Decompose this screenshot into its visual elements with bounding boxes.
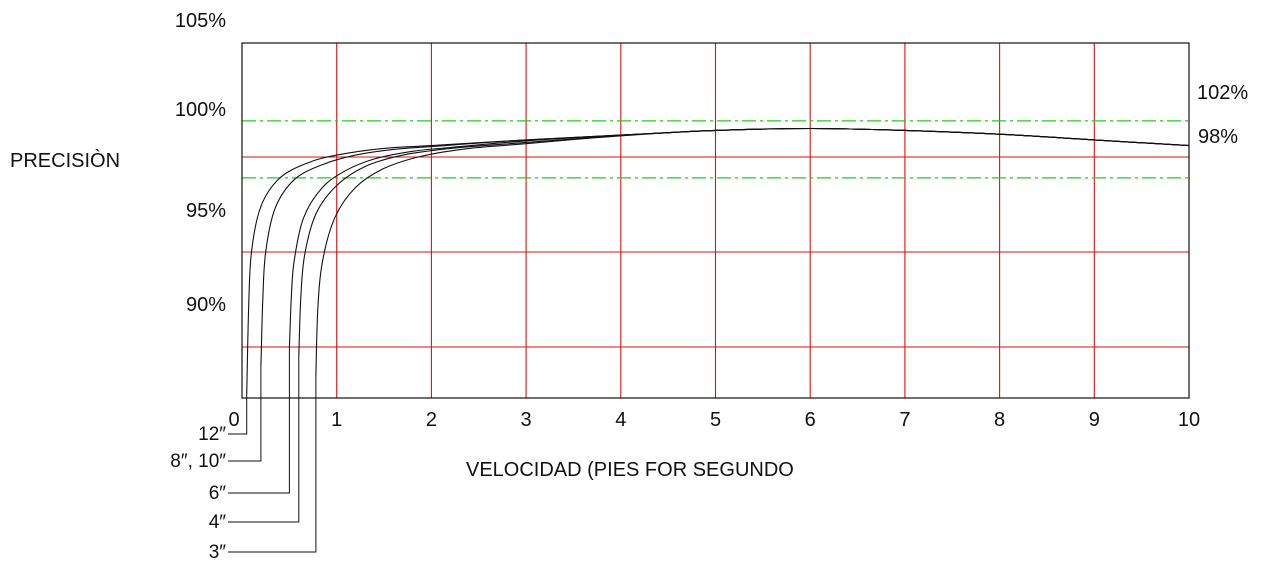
band-upper-label: 102% [1197,82,1248,104]
leader-line-1 [228,366,262,462]
series-line-1 [260,127,1190,367]
series-lines [246,127,1190,395]
y-tick-label-95: 95% [186,200,226,222]
x-axis-label: VELOCIDAD (PIES FOR SEGUNDO [466,459,794,481]
x-tick-label-6: 6 [805,409,816,431]
series-line-3 [298,127,1190,357]
x-tick-labels: 0 1 2 3 4 5 6 7 8 9 10 [228,409,1200,431]
y-tick-label-105: 105% [175,10,226,32]
leader-line-3 [228,356,300,523]
leader-line-4 [228,375,317,553]
y-tick-labels: 105% 100% 95% 90% [175,10,226,316]
series-name-3: 4″ [209,512,227,533]
x-tick-label-5: 5 [710,409,721,431]
plot-frame [241,42,1190,399]
x-tick-label-10: 10 [1178,409,1200,431]
series-name-2: 6″ [209,483,227,504]
leader-line-0 [228,394,248,435]
band-lower-label: 98% [1198,126,1238,148]
series-names: 12″ 8″, 10″ 6″ 4″ 3″ [170,424,226,563]
x-tick-label-7: 7 [899,409,910,431]
x-tick-label-1: 1 [331,409,342,431]
series-line-4 [315,127,1190,376]
y-tick-label-100: 100% [175,99,226,121]
pipe-size-leaders [228,347,317,553]
x-tick-label-4: 4 [615,409,626,431]
x-tick-label-9: 9 [1089,409,1100,431]
x-tick-label-3: 3 [521,409,532,431]
grid [242,43,1189,398]
series-name-0: 12″ [198,424,226,445]
series-line-0 [246,127,1190,395]
x-tick-label-8: 8 [994,409,1005,431]
series-line-2 [288,127,1190,348]
series-name-1: 8″, 10″ [170,451,226,472]
series-name-4: 3″ [209,542,227,563]
x-tick-label-2: 2 [426,409,437,431]
y-tick-label-90: 90% [186,294,226,316]
y-axis-label: PRECISIÒN [10,149,120,172]
tolerance-band [242,120,1189,179]
leader-line-2 [228,347,290,494]
x-tick-label-0: 0 [228,409,239,431]
